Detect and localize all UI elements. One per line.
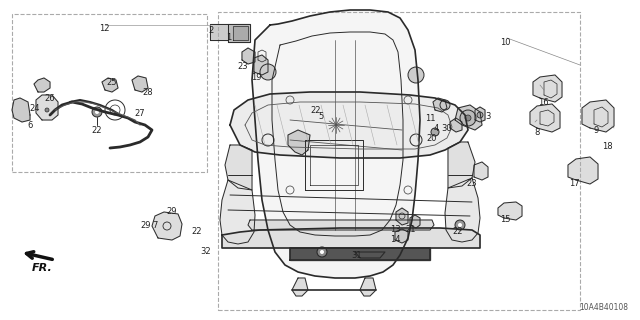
- Text: 29: 29: [167, 207, 177, 217]
- Text: 22: 22: [311, 106, 321, 115]
- Text: 20: 20: [427, 133, 437, 142]
- Polygon shape: [102, 78, 118, 92]
- Polygon shape: [474, 162, 488, 180]
- Polygon shape: [252, 10, 420, 278]
- Polygon shape: [292, 278, 308, 296]
- Text: 5: 5: [318, 111, 324, 121]
- Text: 24: 24: [29, 103, 40, 113]
- Text: 16: 16: [538, 98, 548, 107]
- Text: 8: 8: [534, 127, 540, 137]
- Circle shape: [460, 110, 476, 126]
- Text: 4: 4: [433, 124, 438, 132]
- Polygon shape: [228, 24, 250, 42]
- Polygon shape: [12, 98, 30, 122]
- Text: 26: 26: [45, 93, 55, 102]
- Polygon shape: [433, 98, 447, 112]
- Text: 18: 18: [602, 141, 612, 150]
- Text: 13: 13: [390, 225, 400, 234]
- Circle shape: [95, 110, 99, 114]
- Text: 30: 30: [442, 124, 452, 132]
- Polygon shape: [448, 142, 475, 188]
- Polygon shape: [242, 48, 255, 64]
- Text: 22: 22: [452, 228, 463, 236]
- Polygon shape: [254, 55, 268, 75]
- Polygon shape: [225, 145, 252, 190]
- Polygon shape: [396, 208, 408, 225]
- Text: 23: 23: [467, 179, 477, 188]
- Polygon shape: [533, 75, 562, 102]
- Polygon shape: [132, 76, 148, 92]
- Polygon shape: [210, 24, 228, 40]
- Text: 12: 12: [99, 23, 109, 33]
- Polygon shape: [568, 157, 598, 184]
- Circle shape: [431, 128, 439, 136]
- Polygon shape: [220, 180, 255, 244]
- Circle shape: [92, 107, 102, 117]
- Text: 3: 3: [485, 111, 491, 121]
- Polygon shape: [360, 278, 376, 296]
- Text: 14: 14: [390, 236, 400, 244]
- Polygon shape: [410, 215, 420, 228]
- Text: 29: 29: [141, 220, 151, 229]
- Circle shape: [317, 247, 327, 257]
- Polygon shape: [152, 212, 182, 240]
- Text: FR.: FR.: [31, 263, 52, 273]
- Circle shape: [320, 250, 324, 254]
- Text: 15: 15: [500, 215, 510, 225]
- Circle shape: [477, 112, 483, 118]
- Polygon shape: [530, 104, 560, 132]
- Polygon shape: [36, 95, 58, 120]
- Polygon shape: [230, 92, 468, 158]
- Polygon shape: [288, 130, 310, 155]
- Text: 28: 28: [143, 87, 154, 97]
- Text: 9: 9: [593, 125, 598, 134]
- Text: 11: 11: [425, 114, 435, 123]
- Polygon shape: [445, 178, 480, 242]
- Polygon shape: [233, 26, 248, 40]
- Polygon shape: [450, 118, 462, 132]
- Circle shape: [45, 108, 49, 112]
- Text: 25: 25: [107, 77, 117, 86]
- Text: 21: 21: [406, 225, 416, 234]
- Polygon shape: [290, 248, 430, 260]
- Text: 7: 7: [152, 220, 157, 229]
- Polygon shape: [475, 107, 485, 122]
- Text: 17: 17: [569, 179, 579, 188]
- Text: 10A4B40108: 10A4B40108: [579, 303, 628, 312]
- Text: 22: 22: [92, 125, 102, 134]
- Polygon shape: [34, 78, 50, 92]
- Circle shape: [408, 67, 424, 83]
- Polygon shape: [248, 220, 434, 230]
- Circle shape: [458, 223, 462, 227]
- Circle shape: [260, 64, 276, 80]
- Circle shape: [440, 100, 450, 110]
- Text: 10: 10: [500, 37, 510, 46]
- Text: 2: 2: [209, 26, 214, 35]
- Polygon shape: [498, 202, 522, 220]
- Text: 6: 6: [28, 121, 33, 130]
- Circle shape: [455, 220, 465, 230]
- Text: 1: 1: [227, 33, 232, 42]
- Text: 23: 23: [237, 61, 248, 70]
- Text: 31: 31: [352, 252, 362, 260]
- Text: 27: 27: [134, 108, 145, 117]
- Text: 32: 32: [201, 247, 211, 257]
- Polygon shape: [455, 105, 482, 130]
- Polygon shape: [582, 100, 614, 132]
- Polygon shape: [222, 228, 480, 248]
- Polygon shape: [395, 229, 408, 243]
- Text: 19: 19: [251, 73, 261, 82]
- Text: 22: 22: [192, 228, 202, 236]
- Circle shape: [465, 115, 471, 121]
